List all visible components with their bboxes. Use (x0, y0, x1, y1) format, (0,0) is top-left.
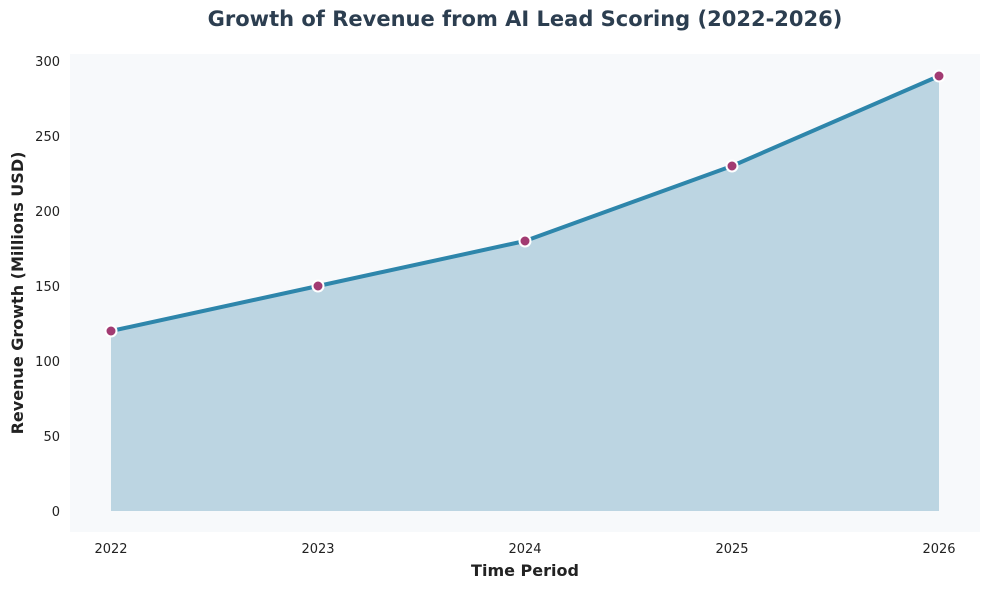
x-tick-labels: 2022 2023 2024 2025 2026 (94, 542, 955, 557)
y-tick-label: 300 (35, 55, 60, 70)
x-tick-label: 2026 (922, 542, 955, 557)
data-point-2024 (518, 234, 532, 248)
y-tick-label: 150 (35, 280, 60, 295)
y-tick-label: 0 (52, 505, 60, 520)
data-point-2025 (725, 159, 739, 173)
x-tick-label: 2023 (301, 542, 334, 557)
x-tick-label: 2025 (715, 542, 748, 557)
y-tick-label: 250 (35, 130, 60, 145)
data-point-2023 (311, 279, 325, 293)
area-fill (111, 76, 939, 511)
data-markers (104, 69, 946, 338)
y-tick-labels: 0 50 100 150 200 250 300 (35, 55, 60, 520)
x-tick-label: 2024 (508, 542, 541, 557)
y-tick-label: 50 (43, 430, 60, 445)
data-point-2026 (932, 69, 946, 83)
x-axis-label: Time Period (471, 561, 579, 580)
data-point-2022 (104, 324, 118, 338)
y-axis-label: Revenue Growth (Millions USD) (8, 152, 27, 435)
y-tick-label: 100 (35, 355, 60, 370)
x-tick-label: 2022 (94, 542, 127, 557)
y-tick-label: 200 (35, 205, 60, 220)
chart-title: Growth of Revenue from AI Lead Scoring (… (208, 7, 843, 31)
